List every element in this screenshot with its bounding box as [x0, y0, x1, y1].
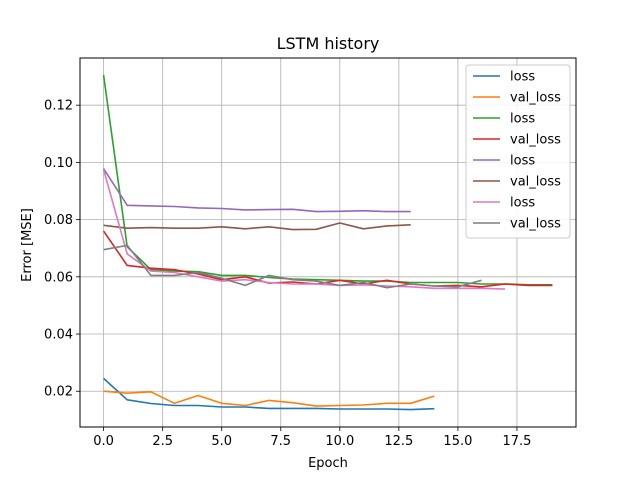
y-tick-label: 0.06 — [44, 270, 73, 285]
legend-label: val_loss — [510, 217, 561, 232]
y-tick-label: 0.02 — [44, 385, 73, 400]
chart-title: LSTM history — [277, 34, 380, 53]
x-tick-label: 12.5 — [384, 434, 413, 449]
y-tick-label: 0.04 — [44, 328, 73, 343]
legend-label: loss — [510, 196, 535, 211]
legend-label: val_loss — [510, 91, 561, 106]
x-tick-label: 2.5 — [152, 434, 173, 449]
x-axis-label: Epoch — [308, 456, 348, 471]
series-lines — [102, 75, 553, 411]
x-axis-ticks: 0.0 2.5 5.0 7.5 10.0 12.5 15.0 17.5 — [93, 427, 531, 449]
x-tick-label: 7.5 — [270, 434, 291, 449]
x-tick-label: 10.0 — [325, 434, 354, 449]
y-axis-label: Error [MSE] — [20, 208, 35, 282]
legend-label: loss — [510, 70, 535, 85]
y-tick-label: 0.10 — [44, 156, 73, 171]
series-line-7 — [102, 169, 506, 290]
x-tick-label: 0.0 — [93, 434, 114, 449]
y-axis-ticks: 0.02 0.04 0.06 0.08 0.10 0.12 — [44, 99, 80, 400]
legend-box — [465, 64, 571, 239]
legend-label: val_loss — [510, 175, 561, 190]
x-tick-label: 5.0 — [211, 434, 232, 449]
legend-label: val_loss — [510, 133, 561, 148]
series-line-5 — [102, 168, 411, 213]
legend-label: loss — [510, 112, 535, 127]
legend: lossval_losslossval_losslossval_lossloss… — [465, 64, 571, 239]
y-tick-label: 0.08 — [44, 213, 73, 228]
series-line-1 — [103, 377, 435, 411]
series-line-4 — [102, 230, 553, 288]
series-line-2 — [103, 390, 435, 407]
legend-label: loss — [510, 154, 535, 169]
x-tick-label: 15.0 — [443, 434, 472, 449]
x-tick-label: 17.5 — [502, 434, 531, 449]
series-line-8 — [103, 244, 482, 289]
plot-frame — [79, 57, 577, 428]
y-tick-label: 0.12 — [44, 99, 73, 114]
series-line-6 — [103, 222, 411, 231]
